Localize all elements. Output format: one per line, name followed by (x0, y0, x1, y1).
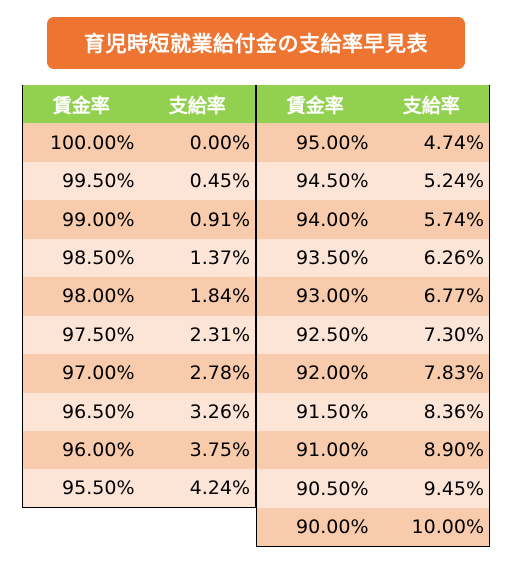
wage-rate-cell: 92.00% (256, 354, 374, 393)
wage-rate-cell: 91.00% (256, 430, 374, 470)
benefit-rate-cell: 6.26% (373, 238, 490, 278)
wage-rate-cell: 94.50% (256, 161, 374, 201)
table-row: 98.50% 1.37% (22, 238, 256, 278)
table-row: 97.50% 2.31% (22, 315, 256, 355)
wage-rate-cell: 98.00% (22, 277, 140, 316)
wage-rate-cell: 97.00% (22, 354, 140, 393)
wage-rate-cell: 94.00% (256, 200, 374, 239)
table-row: 98.00% 1.84% (22, 277, 256, 316)
wage-rate-cell: 95.00% (256, 123, 374, 162)
benefit-rate-cell: 8.36% (373, 392, 490, 431)
table-row: 96.00% 3.75% (22, 430, 256, 470)
table-row: 97.00% 2.78% (22, 354, 256, 393)
table-row: 90.00% 10.00% (256, 507, 490, 547)
benefit-rate-cell: 8.90% (373, 430, 490, 470)
benefit-rate-cell: 7.30% (373, 315, 490, 355)
benefit-rate-cell: 6.77% (373, 277, 490, 316)
benefit-rate-cell: 1.84% (139, 277, 256, 316)
table-row: 94.50% 5.24% (256, 161, 490, 201)
benefit-rate-cell: 4.74% (373, 123, 490, 162)
rate-table-right: 賃金率 支給率 95.00% 4.74% 94.50% 5.24% 94.00% 5.74… (256, 85, 490, 547)
rate-table-left: 賃金率 支給率 100.00% 0.00% 99.50% 0.45% 99.00% 0.9… (22, 85, 256, 509)
table-header-row: 賃金率 支給率 (22, 85, 256, 124)
wage-rate-cell: 100.00% (22, 123, 140, 162)
table-row: 93.50% 6.26% (256, 238, 490, 278)
wage-rate-cell: 91.50% (256, 392, 374, 431)
wage-rate-cell: 99.50% (22, 161, 140, 201)
benefit-rate-cell: 1.37% (139, 238, 256, 278)
column-header-wage-rate: 賃金率 (22, 85, 140, 124)
benefit-rate-cell: 9.45% (373, 469, 490, 508)
benefit-rate-cell: 7.83% (373, 354, 490, 393)
table-row: 95.50% 4.24% (22, 469, 256, 508)
wage-rate-cell: 97.50% (22, 315, 140, 355)
column-header-wage-rate: 賃金率 (256, 85, 374, 124)
benefit-rate-cell: 5.24% (373, 161, 490, 201)
table-row: 91.50% 8.36% (256, 392, 490, 431)
benefit-rate-cell: 3.75% (139, 430, 256, 470)
wage-rate-cell: 96.00% (22, 430, 140, 470)
column-header-benefit-rate: 支給率 (139, 85, 256, 124)
table-row: 99.00% 0.91% (22, 200, 256, 239)
table-row: 100.00% 0.00% (22, 123, 256, 162)
wage-rate-cell: 90.50% (256, 469, 374, 508)
table-row: 99.50% 0.45% (22, 161, 256, 201)
page-title: 育児時短就業給付金の支給率早見表 (47, 17, 465, 69)
benefit-rate-cell: 0.91% (139, 200, 256, 239)
benefit-rate-cell: 2.31% (139, 315, 256, 355)
wage-rate-cell: 90.00% (256, 507, 374, 547)
benefit-rate-cell: 0.00% (139, 123, 256, 162)
benefit-rate-cell: 4.24% (139, 469, 256, 508)
benefit-rate-cell: 2.78% (139, 354, 256, 393)
wage-rate-cell: 99.00% (22, 200, 140, 239)
table-row: 92.00% 7.83% (256, 354, 490, 393)
wage-rate-cell: 92.50% (256, 315, 374, 355)
benefit-rate-cell: 3.26% (139, 392, 256, 431)
wage-rate-cell: 96.50% (22, 392, 140, 431)
table-row: 91.00% 8.90% (256, 430, 490, 470)
table-row: 94.00% 5.74% (256, 200, 490, 239)
table-row: 90.50% 9.45% (256, 469, 490, 508)
benefit-rate-cell: 10.00% (373, 507, 490, 547)
wage-rate-cell: 93.00% (256, 277, 374, 316)
table-row: 95.00% 4.74% (256, 123, 490, 162)
table-header-row: 賃金率 支給率 (256, 85, 490, 124)
wage-rate-cell: 93.50% (256, 238, 374, 278)
table-row: 96.50% 3.26% (22, 392, 256, 431)
table-row: 92.50% 7.30% (256, 315, 490, 355)
column-header-benefit-rate: 支給率 (373, 85, 490, 124)
wage-rate-cell: 98.50% (22, 238, 140, 278)
benefit-rate-cell: 5.74% (373, 200, 490, 239)
benefit-rate-cell: 0.45% (139, 161, 256, 201)
table-row: 93.00% 6.77% (256, 277, 490, 316)
wage-rate-cell: 95.50% (22, 469, 140, 508)
